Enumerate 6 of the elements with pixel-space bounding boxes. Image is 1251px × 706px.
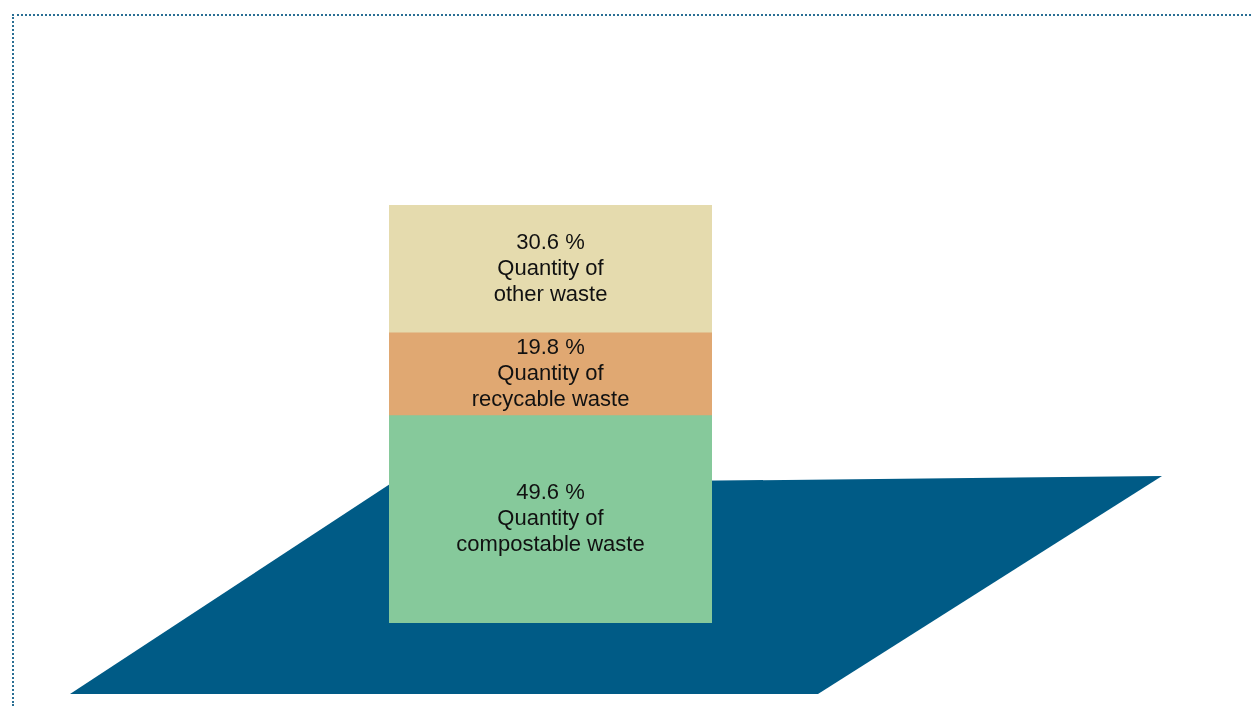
- data-label: 19.8 %: [516, 334, 585, 360]
- series-label: Quantity of other waste: [493, 255, 608, 307]
- series-label: Quantity of recycable waste: [471, 360, 630, 412]
- data-label: 49.6 %: [516, 479, 585, 505]
- data-label: 30.6 %: [516, 229, 585, 255]
- series-label: Quantity of compostable waste: [456, 505, 645, 557]
